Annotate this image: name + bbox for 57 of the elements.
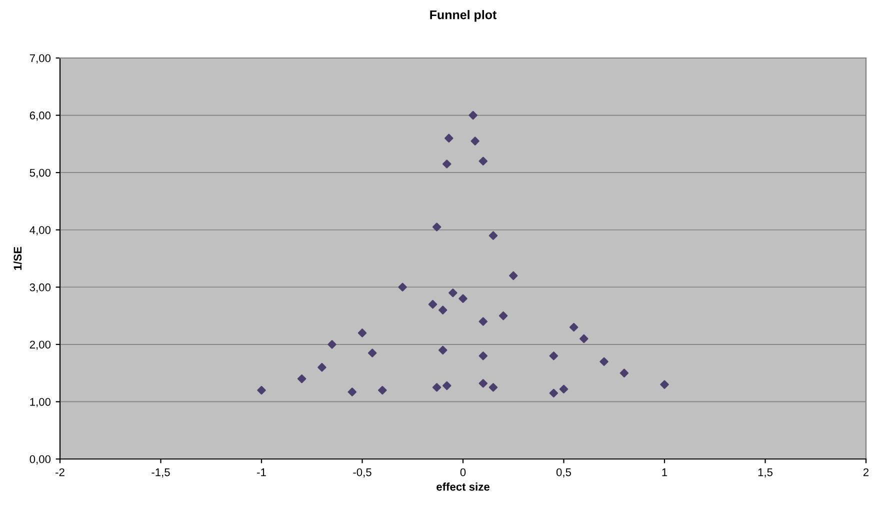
x-tick-label: 0: [460, 468, 466, 476]
x-tick-label: 1,5: [758, 468, 773, 478]
point: [378, 386, 387, 395]
point: [358, 328, 367, 338]
x-tick-label: -2: [56, 468, 64, 476]
y-tick-label: 6,00: [30, 112, 51, 121]
point: [438, 346, 448, 355]
x-axis-title: effect size: [436, 482, 490, 491]
point: [478, 156, 488, 166]
point: [549, 352, 558, 360]
point: [600, 357, 608, 366]
point: [660, 380, 669, 389]
y-tick-label: 7,00: [30, 54, 51, 64]
y-tick-label: 0,00: [30, 455, 51, 464]
point: [470, 136, 480, 146]
x-tick-label: -1: [257, 468, 266, 476]
point: [348, 388, 357, 396]
point: [509, 271, 518, 280]
point: [257, 386, 266, 395]
point: [368, 348, 377, 358]
point: [580, 334, 588, 344]
y-axis-title: 1/SE: [13, 246, 22, 270]
y-tick-label: 2,00: [30, 340, 51, 350]
y-tick-label: 3,00: [30, 283, 51, 293]
y-tick-label: 4,00: [30, 226, 51, 236]
point: [569, 322, 578, 332]
point: [398, 282, 407, 292]
point: [478, 379, 488, 388]
point: [448, 288, 458, 298]
x-tick-label: -1,5: [152, 468, 170, 478]
point: [478, 352, 488, 360]
point: [318, 362, 326, 372]
x-tick-label: 2: [863, 468, 869, 476]
point: [620, 368, 629, 378]
y-tick-label: 5,00: [30, 168, 51, 178]
point: [488, 231, 498, 240]
x-tick-label: 1: [662, 468, 668, 476]
y-tick-label: 1,00: [30, 398, 51, 408]
point: [328, 340, 336, 349]
point: [478, 317, 488, 326]
point: [549, 388, 558, 398]
point: [432, 383, 442, 392]
point: [438, 306, 448, 314]
x-tick-label: -0,5: [353, 468, 372, 478]
point: [432, 222, 442, 232]
point: [559, 384, 568, 394]
chart-title: Funnel plot: [430, 10, 497, 22]
point: [442, 160, 452, 168]
point: [458, 294, 468, 303]
point: [468, 110, 478, 120]
x-tick-label: 0,5: [556, 468, 572, 478]
point: [442, 381, 452, 390]
point: [297, 374, 306, 384]
point: [444, 134, 454, 143]
point: [498, 311, 508, 320]
point: [428, 300, 438, 309]
point: [488, 383, 498, 392]
